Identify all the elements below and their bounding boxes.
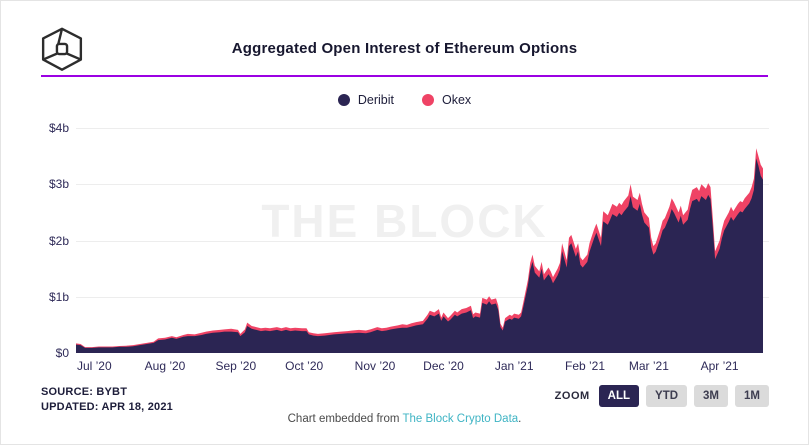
y-tick-label: $1b xyxy=(48,289,69,304)
x-tick-label: Nov ’20 xyxy=(354,359,396,373)
zoom-button-1m[interactable]: 1M xyxy=(735,385,769,407)
zoom-label: ZOOM xyxy=(554,390,590,402)
the-block-logo-icon xyxy=(41,27,83,71)
legend-item-deribit[interactable]: Deribit xyxy=(337,93,394,107)
zoom-button-3m[interactable]: 3M xyxy=(694,385,729,407)
x-tick-label: Sep ’20 xyxy=(215,359,257,373)
embed-link[interactable]: The Block Crypto Data xyxy=(402,413,519,425)
x-tick-label: Apr ’21 xyxy=(700,359,739,373)
x-tick-label: Jul ’20 xyxy=(76,359,112,373)
legend-dot-icon xyxy=(337,94,350,106)
page-title: Aggregated Open Interest of Ethereum Opt… xyxy=(231,40,578,57)
legend-item-okex[interactable]: Okex xyxy=(421,93,472,107)
gridline-2b xyxy=(76,240,769,242)
zoom-button-all[interactable]: ALL xyxy=(598,385,640,407)
header-divider xyxy=(41,75,768,77)
zoom-button-ytd[interactable]: YTD xyxy=(646,385,688,407)
legend-label: Deribit xyxy=(357,93,394,107)
legend: Deribit Okex xyxy=(1,93,808,107)
chart-area-svg xyxy=(76,148,763,353)
y-tick-label: $2b xyxy=(48,233,69,248)
x-tick-label: Oct ’20 xyxy=(285,359,324,373)
x-tick-label: Feb ’21 xyxy=(564,359,606,373)
embed-prefix: Chart embedded from xyxy=(287,413,403,425)
x-tick-label: Mar ’21 xyxy=(628,359,669,373)
gridline-3b xyxy=(76,184,769,186)
gridline-1b xyxy=(76,296,769,298)
zoom-button-group: ALL YTD 3M 1M xyxy=(598,385,769,407)
watermark: THE BLOCK xyxy=(261,195,548,247)
x-tick-label: Jan ’21 xyxy=(494,359,534,373)
updated-line: UPDATED: APR 18, 2021 xyxy=(41,401,173,413)
embed-note: Chart embedded from The Block Crypto Dat… xyxy=(1,413,808,425)
legend-label: Okex xyxy=(441,93,472,107)
y-tick-label: $4b xyxy=(48,121,69,135)
x-tick-label: Aug ’20 xyxy=(144,359,186,373)
y-tick-label: $0 xyxy=(55,346,69,360)
source-line: SOURCE: BYBT xyxy=(41,386,128,398)
legend-dot-icon xyxy=(421,94,434,106)
deribit-area-series xyxy=(76,158,763,353)
source-note: SOURCE: BYBT UPDATED: APR 18, 2021 xyxy=(41,385,173,415)
gridline-4b xyxy=(76,128,769,129)
x-tick-label: Dec ’20 xyxy=(423,359,464,373)
y-tick-label: $3b xyxy=(48,177,69,192)
embed-suffix: . xyxy=(518,413,522,425)
zoom-controls: ZOOM ALL YTD 3M 1M xyxy=(555,385,769,407)
